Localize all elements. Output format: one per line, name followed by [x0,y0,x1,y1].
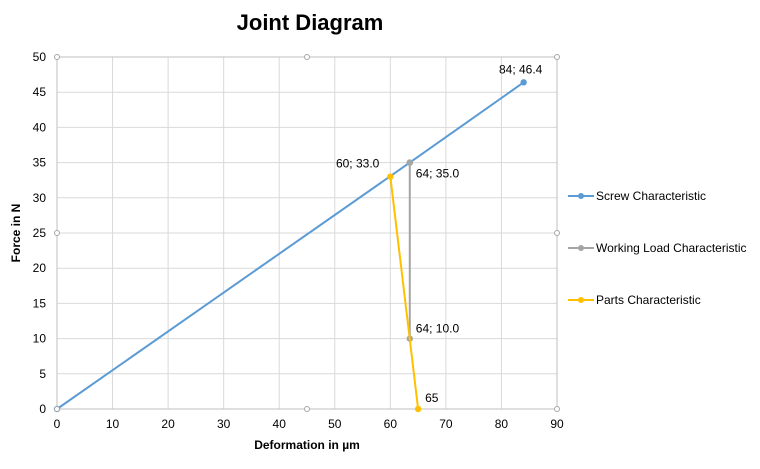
resize-handle [54,230,60,236]
y-tick-label: 40 [33,120,47,134]
resize-handle [304,406,310,412]
legend-marker [578,297,584,303]
data-label: 65 [425,391,439,405]
data-label: 64; 10.0 [416,322,460,336]
resize-handle [554,54,560,60]
x-tick-label: 80 [495,417,509,431]
x-tick-label: 70 [439,417,453,431]
y-tick-label: 25 [33,226,47,240]
data-point [414,405,422,413]
data-point [406,159,413,166]
legend-marker [578,193,584,199]
y-tick-label: 10 [33,332,47,346]
legend-item: Screw Characteristic [568,186,706,206]
data-point [387,173,394,180]
y-tick-label: 15 [33,296,47,310]
y-tick-label: 0 [39,402,46,416]
x-tick-label: 30 [217,417,231,431]
x-tick-label: 40 [273,417,287,431]
resize-handle [304,54,310,60]
y-tick-label: 20 [33,261,47,275]
x-tick-label: 20 [161,417,175,431]
x-tick-label: 0 [54,417,61,431]
y-tick-label: 5 [39,367,46,381]
legend-marker [578,245,584,251]
x-tick-label: 60 [384,417,398,431]
y-tick-label: 35 [33,156,47,170]
legend-swatch [568,294,594,306]
resize-handle [554,406,560,412]
x-tick-label: 50 [328,417,342,431]
resize-handle [54,406,60,412]
legend-item: Working Load Characteristic [568,238,747,258]
data-point [520,79,527,86]
y-tick-label: 45 [33,85,47,99]
legend-label: Working Load Characteristic [596,241,747,255]
legend-swatch [568,190,594,202]
legend-swatch [568,242,594,254]
data-label: 84; 46.4 [499,62,543,76]
legend-label: Screw Characteristic [596,189,707,203]
x-tick-label: 10 [106,417,120,431]
series-line-2 [389,176,420,410]
resize-handle [554,230,560,236]
y-tick-label: 50 [33,50,47,64]
legend-item: Parts Characteristic [568,290,701,310]
data-label: 60; 33.0 [336,157,380,171]
legend-label: Parts Characteristic [596,293,701,307]
resize-handle [54,54,60,60]
y-tick-label: 30 [33,191,47,205]
x-axis-title: Deformation in µm [254,438,360,452]
series-line-0 [56,81,525,410]
data-label: 64; 35.0 [416,167,460,181]
chart-title: Joint Diagram [236,10,384,35]
y-axis-title: Force in N [9,204,23,263]
x-tick-label: 90 [550,417,564,431]
